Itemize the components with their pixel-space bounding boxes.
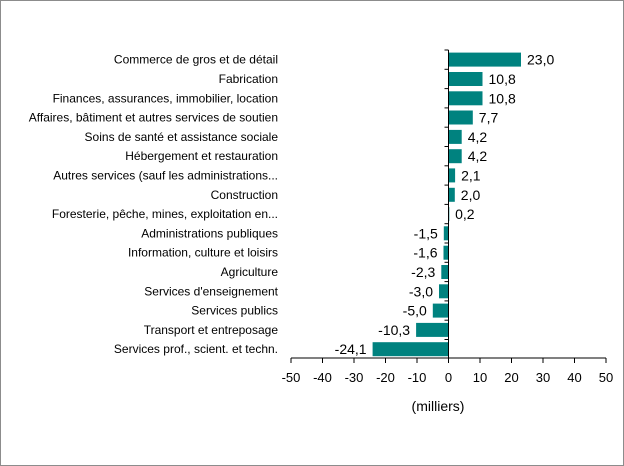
bar <box>432 303 449 318</box>
value-label: 10,8 <box>489 71 516 87</box>
x-axis: -50 -40 -30 -20 -10 0 10 20 30 40 50 <box>282 49 613 385</box>
category-labels: Commerce de gros et de détail Fabrication… <box>29 53 279 357</box>
bar-group <box>372 52 521 357</box>
value-label: 10,8 <box>489 90 516 106</box>
tick-label: 0 <box>445 370 452 385</box>
value-label: -3,0 <box>409 283 433 299</box>
value-label: 23,0 <box>527 52 554 68</box>
bar <box>448 129 462 144</box>
category-label: Services publics <box>191 304 278 318</box>
category-label: Services d'enseignement <box>144 284 278 298</box>
tick-label: -10 <box>408 370 427 385</box>
value-label: 4,2 <box>468 129 488 145</box>
bar <box>416 322 449 337</box>
category-label: Services prof., scient. et techn. <box>114 342 278 356</box>
category-label: Foresterie, pêche, mines, exploitation e… <box>52 207 278 221</box>
category-label: Finances, assurances, immobilier, locati… <box>53 91 278 105</box>
category-label: Transport et entreposage <box>144 323 279 337</box>
bar <box>448 91 483 106</box>
tick-label: 40 <box>567 370 581 385</box>
x-axis-title: (milliers) <box>412 398 465 414</box>
tick-label: -50 <box>282 370 301 385</box>
category-label: Soins de santé et assistance sociale <box>85 130 279 144</box>
value-labels: 23,0 10,8 10,8 7,7 4,2 4,2 2,1 2,0 0,2 -1,5 -1,6 -2… <box>335 52 555 358</box>
value-label: 4,2 <box>468 148 488 164</box>
tick-label: -30 <box>345 370 364 385</box>
tick-label: 50 <box>599 370 613 385</box>
category-label: Administrations publiques <box>141 226 278 240</box>
value-label: 7,7 <box>479 110 499 126</box>
bar <box>372 342 449 357</box>
bar <box>448 72 483 86</box>
value-label: 2,1 <box>461 167 481 183</box>
bar <box>448 168 456 183</box>
tick-label: 30 <box>536 370 550 385</box>
bar <box>443 226 449 241</box>
category-label: Affaires, bâtiment et autres services de… <box>29 111 278 125</box>
bar <box>448 187 455 202</box>
value-label: -5,0 <box>403 303 427 319</box>
category-label: Autres services (sauf les administration… <box>53 168 278 182</box>
bar <box>448 149 462 164</box>
category-label: Fabrication <box>219 72 278 86</box>
category-label: Commerce de gros et de détail <box>114 53 278 67</box>
category-label: Construction <box>211 188 278 202</box>
tick-label: 20 <box>504 370 518 385</box>
value-label: -1,6 <box>413 245 437 261</box>
tick-label: 10 <box>473 370 487 385</box>
category-label: Agriculture <box>221 265 279 279</box>
bar <box>443 245 449 260</box>
value-label: -2,3 <box>411 264 435 280</box>
tick-label: -20 <box>376 370 395 385</box>
bar <box>448 110 473 125</box>
value-label: -1,5 <box>414 225 438 241</box>
bar <box>439 284 449 299</box>
category-label: Information, culture et loisirs <box>128 246 278 260</box>
tick-label: -40 <box>313 370 332 385</box>
value-label: 2,0 <box>461 187 481 203</box>
value-label: -10,3 <box>378 322 410 338</box>
value-label: 0,2 <box>455 206 475 222</box>
bar <box>448 52 521 67</box>
category-label: Hébergement et restauration <box>125 149 278 163</box>
bar <box>441 265 449 279</box>
value-label: -24,1 <box>335 341 367 357</box>
